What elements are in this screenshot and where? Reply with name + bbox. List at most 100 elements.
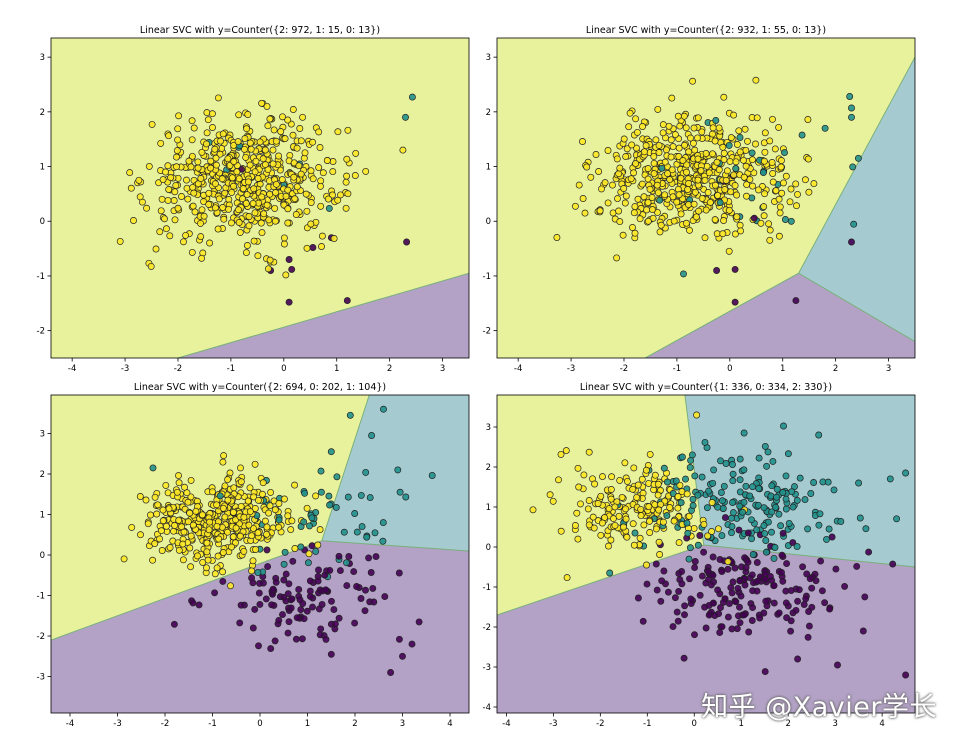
data-point-class-0 bbox=[306, 577, 314, 585]
data-point-class-2 bbox=[165, 132, 173, 140]
data-point-class-0 bbox=[256, 579, 264, 587]
data-point-class-0 bbox=[709, 571, 717, 579]
data-point-class-1 bbox=[793, 496, 801, 504]
data-point-class-1 bbox=[780, 422, 787, 430]
data-point-class-2 bbox=[685, 512, 693, 520]
data-point-class-2 bbox=[235, 111, 243, 119]
data-point-class-2 bbox=[740, 156, 747, 164]
data-point-class-1 bbox=[782, 472, 790, 480]
data-point-class-0 bbox=[255, 642, 262, 650]
data-point-class-2 bbox=[179, 540, 187, 548]
data-point-class-1 bbox=[720, 482, 728, 490]
data-point-class-2 bbox=[204, 556, 212, 564]
data-point-class-2 bbox=[682, 124, 690, 132]
data-point-class-2 bbox=[243, 191, 251, 199]
data-point-class-2 bbox=[179, 556, 187, 564]
data-point-class-2 bbox=[720, 156, 728, 164]
data-point-class-2 bbox=[644, 165, 652, 172]
data-point-class-2 bbox=[579, 138, 586, 145]
data-point-class-0 bbox=[314, 577, 322, 585]
data-point-class-0 bbox=[330, 606, 338, 614]
data-point-class-2 bbox=[219, 130, 227, 138]
data-point-class-2 bbox=[631, 229, 639, 237]
data-point-class-2 bbox=[248, 567, 256, 575]
data-point-class-2 bbox=[681, 141, 688, 149]
data-point-class-1 bbox=[771, 544, 779, 551]
data-point-class-2 bbox=[644, 217, 652, 225]
data-point-class-2 bbox=[669, 143, 677, 151]
data-point-class-1 bbox=[717, 457, 724, 465]
data-point-class-2 bbox=[748, 156, 756, 164]
data-point-class-2 bbox=[271, 204, 279, 212]
data-point-class-2 bbox=[752, 140, 759, 148]
data-point-class-2 bbox=[211, 180, 219, 188]
y-tick-label: 3 bbox=[40, 429, 45, 439]
data-point-class-2 bbox=[618, 493, 626, 501]
data-point-class-2 bbox=[667, 153, 675, 161]
data-point-class-2 bbox=[263, 102, 271, 110]
y-tick-label: -1 bbox=[37, 592, 45, 602]
data-point-class-2 bbox=[690, 124, 698, 132]
data-point-class-2 bbox=[675, 539, 683, 547]
y-tick-label: -1 bbox=[483, 583, 491, 593]
data-point-class-2 bbox=[194, 158, 202, 166]
data-point-class-2 bbox=[616, 164, 624, 172]
data-point-class-2 bbox=[295, 162, 303, 170]
data-point-class-2 bbox=[529, 506, 537, 514]
data-point-class-0 bbox=[326, 566, 334, 574]
data-point-class-0 bbox=[794, 655, 802, 663]
data-point-class-0 bbox=[804, 633, 812, 641]
data-point-class-2 bbox=[645, 503, 653, 511]
data-point-class-0 bbox=[335, 614, 343, 622]
data-point-class-2 bbox=[778, 189, 786, 197]
x-tick-label: 2 bbox=[833, 364, 838, 374]
data-point-class-0 bbox=[821, 599, 829, 607]
data-point-class-2 bbox=[206, 518, 214, 526]
data-point-class-2 bbox=[315, 128, 323, 136]
data-point-class-1 bbox=[769, 457, 777, 465]
data-point-class-1 bbox=[304, 559, 312, 567]
data-point-class-1 bbox=[862, 525, 870, 533]
data-point-class-2 bbox=[173, 488, 181, 496]
data-point-class-2 bbox=[362, 167, 370, 175]
data-point-class-2 bbox=[213, 501, 221, 509]
data-point-class-2 bbox=[198, 206, 206, 214]
data-point-class-2 bbox=[697, 167, 705, 175]
data-point-class-0 bbox=[789, 539, 797, 547]
data-point-class-2 bbox=[307, 220, 315, 228]
y-tick-label: -1 bbox=[483, 272, 491, 282]
data-point-class-2 bbox=[549, 497, 557, 505]
data-point-class-2 bbox=[761, 129, 769, 137]
data-point-class-2 bbox=[291, 545, 299, 552]
data-point-class-2 bbox=[247, 145, 255, 153]
data-point-class-0 bbox=[303, 607, 311, 615]
data-point-class-0 bbox=[696, 591, 704, 599]
data-point-class-2 bbox=[198, 148, 206, 156]
y-tick-label: 2 bbox=[486, 463, 491, 473]
data-point-class-2 bbox=[629, 485, 637, 493]
axes-frame bbox=[496, 394, 916, 714]
data-point-class-2 bbox=[630, 464, 638, 472]
data-point-class-2 bbox=[604, 199, 612, 207]
data-point-class-2 bbox=[284, 205, 292, 213]
data-point-class-2 bbox=[646, 517, 653, 525]
data-point-class-1 bbox=[718, 497, 726, 505]
data-point-class-1 bbox=[297, 543, 305, 551]
data-point-class-0 bbox=[296, 596, 304, 604]
data-point-class-2 bbox=[297, 170, 305, 178]
data-point-class-1 bbox=[672, 477, 680, 485]
data-point-class-2 bbox=[157, 527, 165, 535]
data-point-class-2 bbox=[646, 185, 654, 193]
data-point-class-1 bbox=[798, 131, 806, 139]
data-point-class-2 bbox=[126, 169, 134, 177]
data-point-class-1 bbox=[787, 217, 795, 225]
data-point-class-2 bbox=[148, 120, 156, 128]
data-point-class-1 bbox=[660, 464, 668, 472]
data-point-class-2 bbox=[251, 209, 259, 217]
data-point-class-2 bbox=[607, 486, 615, 493]
data-point-class-2 bbox=[639, 123, 646, 130]
data-point-class-2 bbox=[235, 206, 242, 214]
x-tick-label: -2 bbox=[596, 719, 604, 729]
data-point-class-2 bbox=[741, 125, 749, 133]
data-point-class-2 bbox=[753, 114, 761, 122]
